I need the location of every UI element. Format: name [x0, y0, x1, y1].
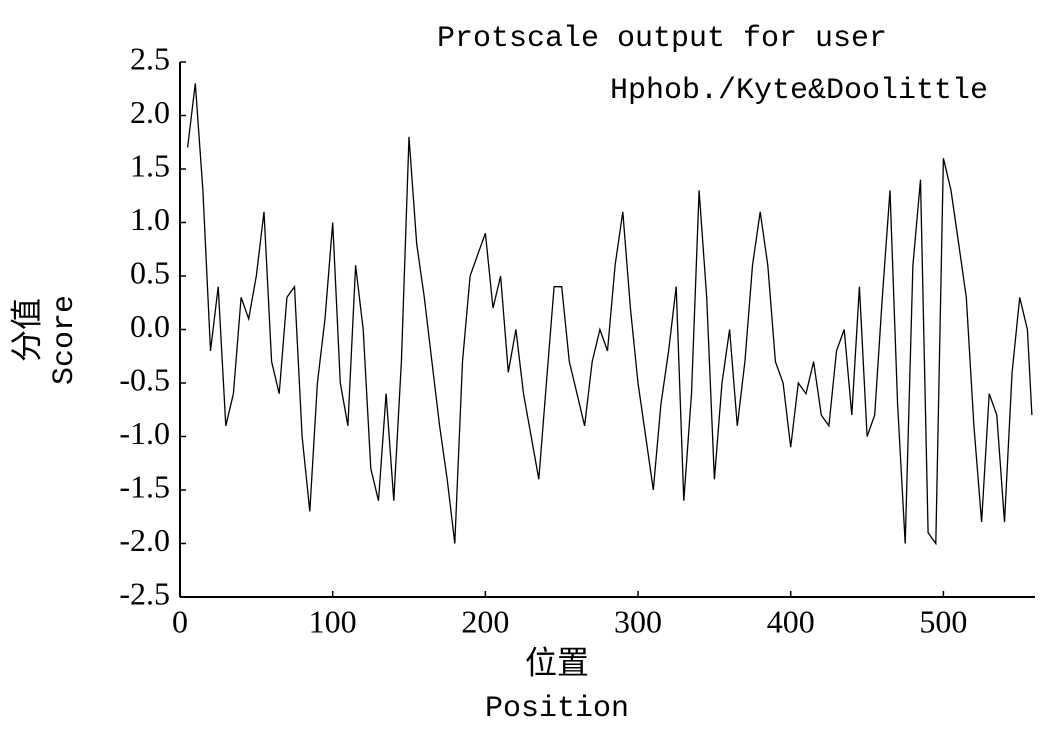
data-line [186, 83, 1033, 546]
y-tick-label: -2.5 [119, 575, 170, 611]
y-tick-label: -1.0 [119, 415, 170, 451]
x-tick-label: 300 [614, 603, 662, 639]
x-axis-label: Position [485, 692, 629, 726]
y-tick-label: 2.0 [130, 94, 170, 130]
y-tick-label: 1.0 [130, 201, 170, 237]
y-tick-label: -1.5 [119, 468, 170, 504]
y-tick-label: 2.5 [130, 40, 170, 76]
y-tick-label: 0.0 [130, 308, 170, 344]
y-axis-label: Score [48, 295, 82, 385]
y-tick-label: -2.0 [119, 522, 170, 558]
chart-title: Protscale output for user [437, 22, 887, 56]
chart-subtitle: Hphob./Kyte&Doolittle [610, 74, 988, 108]
x-axis-label: 位置 [525, 644, 589, 680]
x-tick-label: 400 [767, 603, 815, 639]
y-tick-label: 1.5 [130, 147, 170, 183]
y-tick-label: -0.5 [119, 361, 170, 397]
x-tick-label: 200 [461, 603, 509, 639]
x-tick-label: 100 [309, 603, 357, 639]
x-tick-label: 0 [172, 603, 188, 639]
y-tick-label: 0.5 [130, 254, 170, 290]
x-tick-label: 500 [919, 603, 967, 639]
y-axis-label: 分值 [8, 298, 44, 362]
